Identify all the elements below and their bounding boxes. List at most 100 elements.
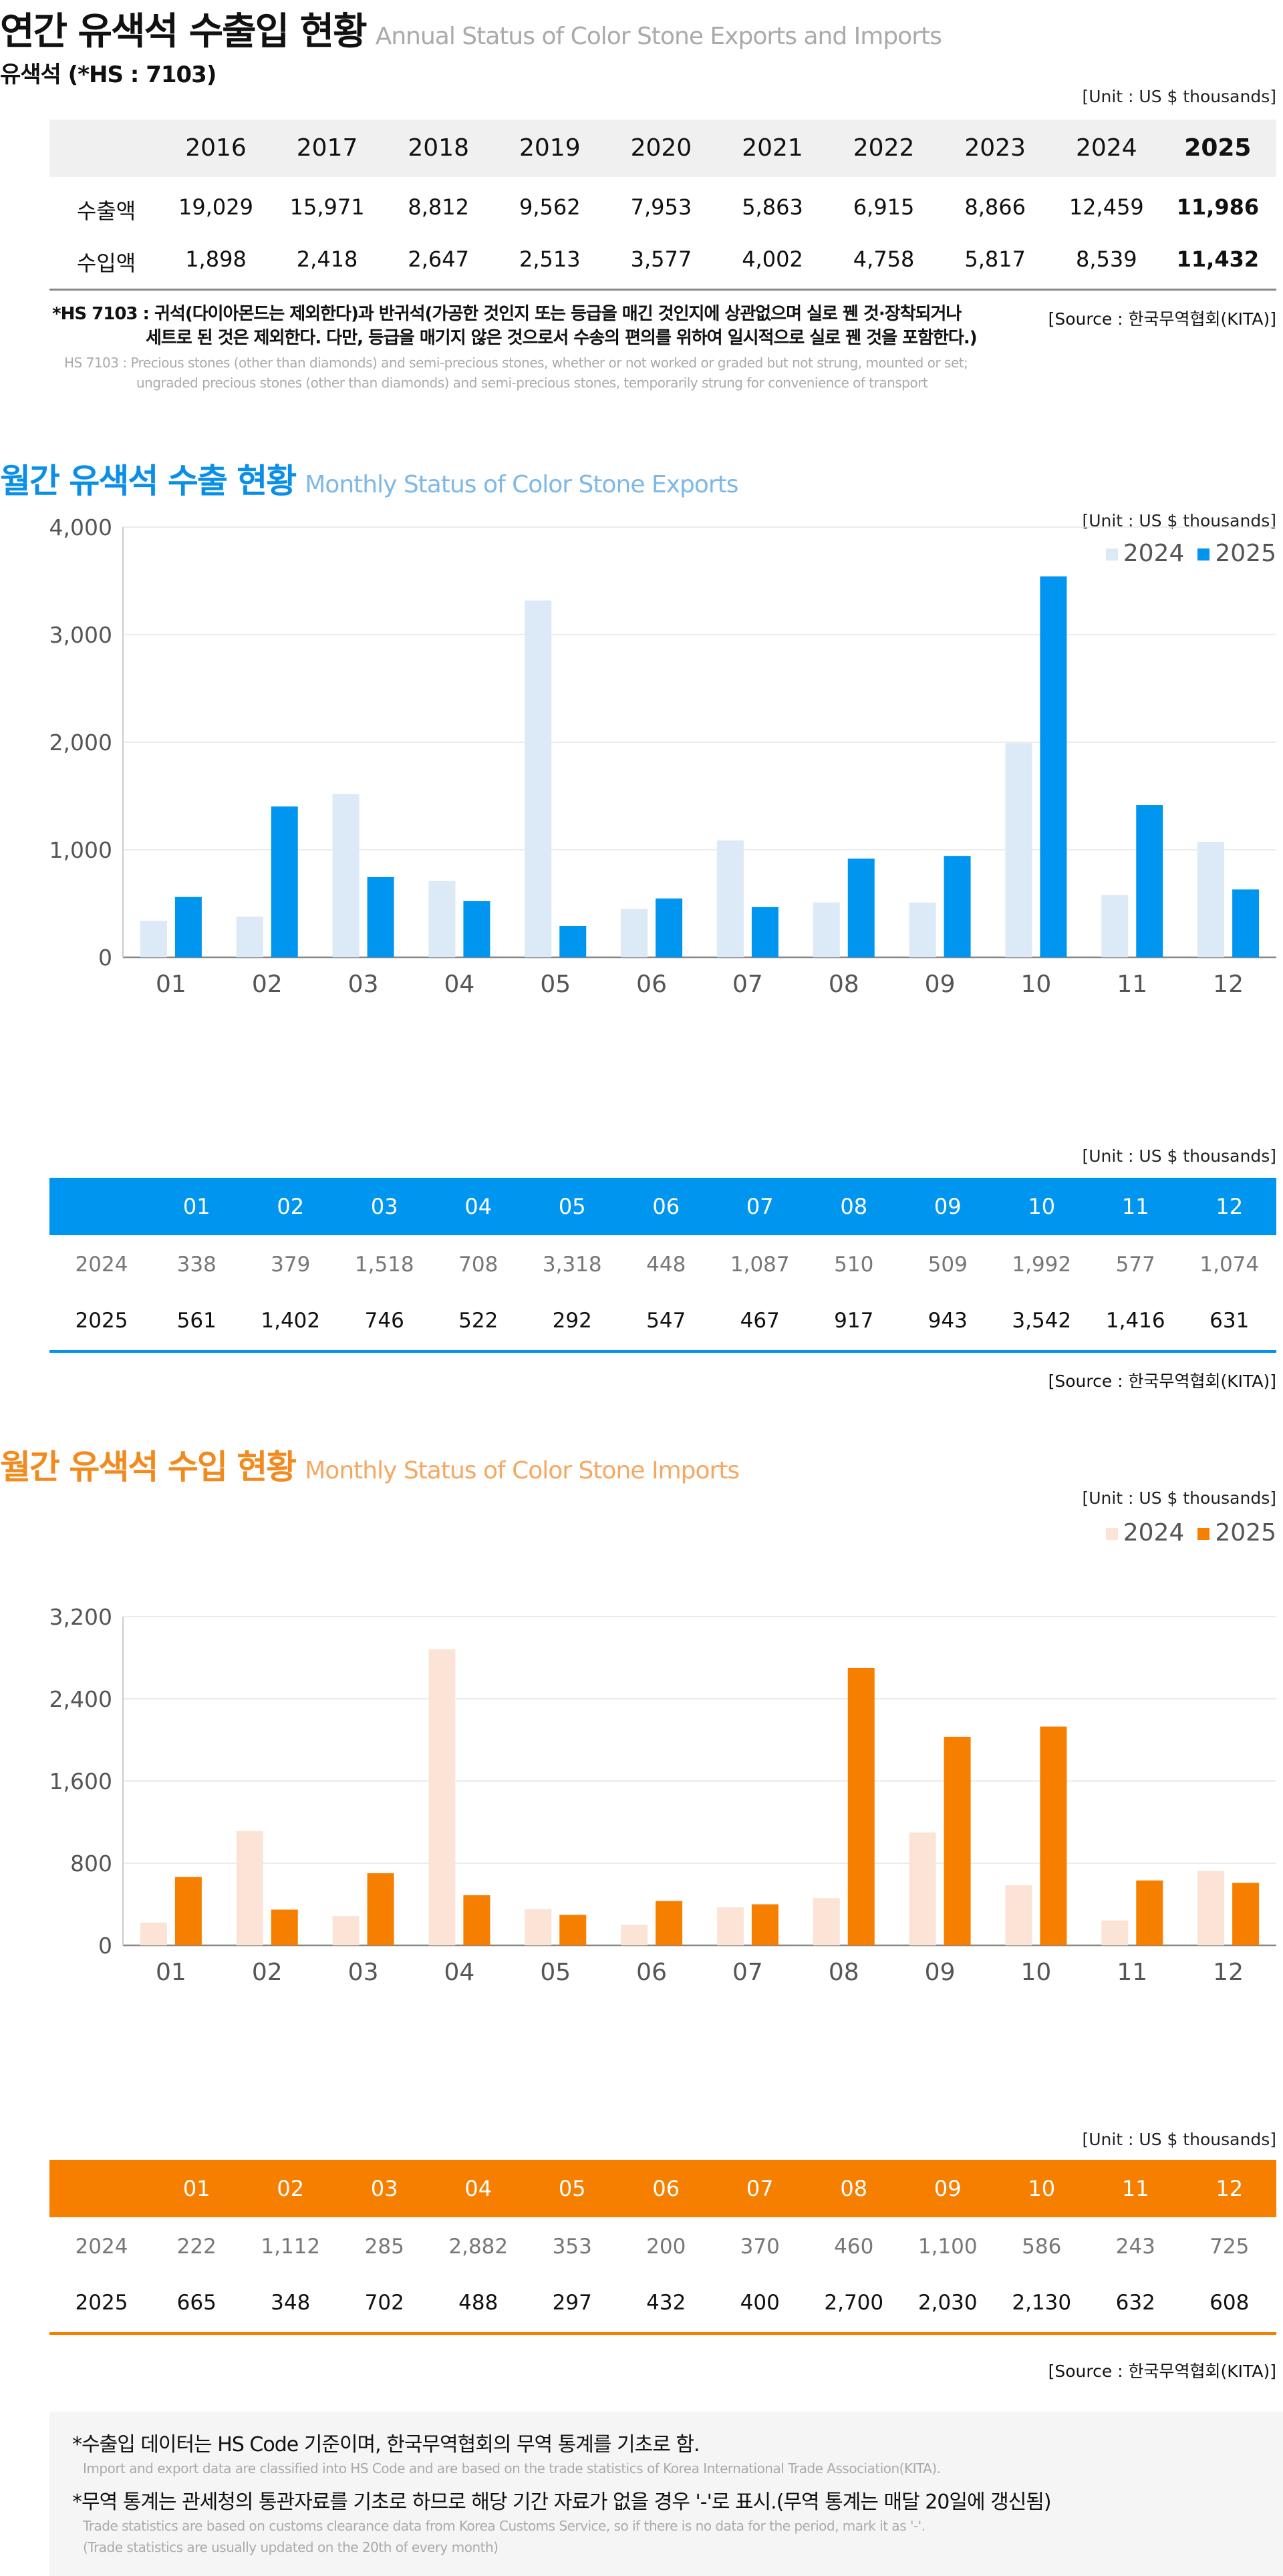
bar-2024-06	[621, 909, 648, 957]
bar-2024-04	[428, 881, 456, 957]
table-cell: 11,986	[1176, 194, 1260, 220]
table-cell: 725	[1209, 2235, 1250, 2259]
bar-2024-04	[428, 1649, 456, 1945]
table-cell: 1,518	[354, 1253, 414, 1277]
footer-note-1: *수출입 데이터는 HS Code 기준이며, 한국무역협회의 무역 통계를 기…	[72, 2433, 700, 2456]
bar-2025-02	[271, 1909, 298, 1945]
table-cell: 12,459	[1068, 194, 1144, 220]
month-header: 03	[370, 2176, 398, 2201]
table-cell: 547	[646, 1309, 686, 1333]
x-tick-label: 03	[348, 971, 379, 997]
table-cell: 632	[1115, 2291, 1155, 2315]
x-tick-label: 09	[925, 971, 956, 997]
row-label: 수입액	[76, 251, 136, 276]
annual-source: [Source : 한국무역협회(KITA)]	[1048, 309, 1276, 329]
table-cell: 297	[552, 2291, 592, 2315]
exports-chart: 0 1,000 2,000 3,000 4,000 01 02 03 04 05 06 07 08 09 1…	[49, 514, 1276, 997]
table-cell: 8,812	[408, 194, 469, 220]
bar-2025-12	[1232, 889, 1260, 957]
row-year-label: 2025	[75, 2291, 128, 2315]
bar-2025-07	[751, 1904, 778, 1945]
month-header: 07	[746, 1194, 774, 1219]
x-tick-label: 11	[1117, 971, 1147, 997]
x-tick-label: 10	[1021, 1959, 1052, 1985]
month-header: 12	[1216, 1194, 1244, 1219]
x-tick-label: 07	[732, 1959, 763, 1985]
bar-2025-09	[944, 1736, 971, 1945]
month-header: 09	[934, 1194, 962, 1219]
x-tick-label: 03	[348, 1959, 379, 1985]
table-header	[49, 1178, 1276, 1235]
table-cell: 467	[740, 1309, 780, 1333]
bar-2024-02	[236, 1831, 263, 1945]
year-header: 2019	[519, 134, 581, 162]
year-header: 2020	[630, 134, 692, 162]
month-header: 11	[1121, 1194, 1149, 1219]
x-tick-label: 07	[732, 971, 763, 997]
annual-note-2: 세트로 된 것은 제외한다. 다만, 등급을 매기지 않은 것으로서 수송의 편…	[146, 328, 978, 348]
table-cell: 3,542	[1012, 1309, 1072, 1333]
legend-label: 2025	[1215, 1519, 1276, 1547]
x-tick-label: 11	[1117, 1959, 1147, 1985]
bar-2024-07	[716, 1907, 744, 1945]
exports-title-en: Monthly Status of Color Stone Exports	[305, 471, 738, 498]
bar-2024-06	[621, 1925, 648, 1945]
legend-swatch-2025	[1197, 548, 1210, 560]
row-year-label: 2025	[75, 1309, 128, 1333]
table-cell: 5,817	[964, 247, 1026, 272]
table-cell: 2,030	[917, 2291, 978, 2315]
imports-source: [Source : 한국무역협회(KITA)]	[1048, 2362, 1276, 2381]
annual-table: 2016 2017 2018 2019 2020 2021 2022 2023 2024 2025…	[49, 120, 1276, 291]
table-cell: 1,100	[917, 2235, 978, 2259]
annual-table-bottom-border	[49, 289, 1276, 291]
table-cell: 432	[646, 2291, 686, 2315]
table-cell: 746	[364, 1309, 404, 1333]
table-cell: 6,915	[853, 194, 915, 220]
table-cell: 5,863	[742, 194, 803, 220]
bar-2024-03	[332, 1916, 360, 1945]
bar-2024-11	[1101, 1920, 1129, 1945]
bar-2025-06	[656, 898, 683, 957]
annual-title-en: Annual Status of Color Stone Exports and…	[375, 23, 942, 50]
table-cell: 708	[458, 1253, 498, 1277]
bar-2024-08	[813, 902, 840, 957]
exports-table-unit: [Unit : US $ thousands]	[1082, 1146, 1276, 1166]
imports-legend: 2024 2025	[1093, 1519, 1276, 1547]
table-cell: 400	[740, 2291, 780, 2315]
exports-table: 01 02 03 04 05 06 07 08 09 10 11 12 2024 338 379 1,518 7…	[49, 1178, 1276, 1353]
table-cell: 338	[176, 1253, 217, 1277]
bar-2025-05	[559, 1915, 587, 1945]
x-tick-label: 12	[1213, 1959, 1244, 1985]
month-header: 03	[370, 1194, 398, 1219]
bar-2025-03	[367, 1873, 394, 1945]
table-cell: 11,432	[1176, 247, 1260, 272]
table-cell: 8,866	[964, 194, 1026, 220]
imports-table-unit: [Unit : US $ thousands]	[1082, 2130, 1276, 2149]
year-header: 2023	[964, 134, 1026, 162]
x-tick-label: 05	[540, 1959, 571, 1985]
month-header: 04	[464, 2176, 492, 2201]
annual-table-header	[49, 120, 1276, 177]
table-cell: 1,416	[1105, 1309, 1165, 1333]
table-cell: 448	[646, 1253, 686, 1277]
bar-2024-10	[1005, 743, 1032, 957]
y-tick-label: 2,400	[49, 1686, 112, 1712]
table-cell: 631	[1209, 1309, 1250, 1333]
month-header: 05	[558, 2176, 586, 2201]
exports-title-ko: 월간 유색석 수출 현황	[0, 462, 297, 500]
imports-title: 월간 유색석 수입 현황 Monthly Status of Color Ston…	[0, 1440, 740, 1488]
y-tick-label: 1,600	[49, 1768, 112, 1794]
month-header: 11	[1121, 2176, 1149, 2201]
table-cell: 4,758	[853, 247, 915, 272]
table-cell: 510	[834, 1253, 874, 1277]
table-cell: 1,112	[261, 2235, 321, 2259]
bar-2024-05	[525, 1909, 552, 1945]
month-header: 06	[652, 1194, 680, 1219]
exports-source: [Source : 한국무역협회(KITA)]	[1048, 1372, 1276, 1391]
year-header: 2021	[742, 134, 803, 162]
imports-title-en: Monthly Status of Color Stone Imports	[305, 1457, 740, 1484]
table-cell: 222	[176, 2235, 217, 2259]
x-tick-label: 02	[252, 1959, 283, 1985]
table-cell: 370	[740, 2235, 780, 2259]
y-tick-label: 3,000	[49, 622, 112, 648]
